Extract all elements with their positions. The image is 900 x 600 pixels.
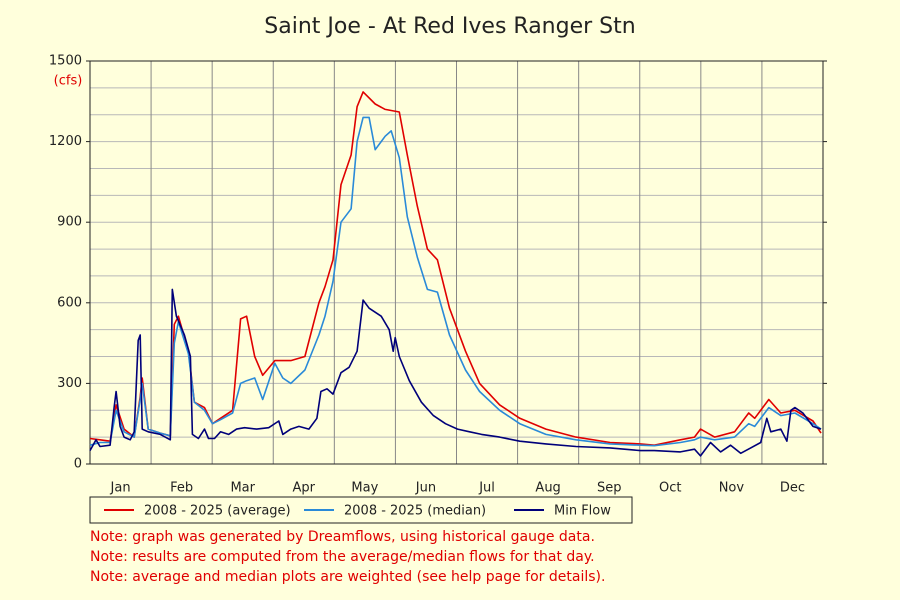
x-tick-label: May: [351, 481, 378, 496]
series-line: [89, 116, 822, 447]
x-tick-label: Jan: [110, 481, 131, 496]
x-tick-label: Sep: [597, 481, 622, 496]
y-tick-label: 0: [74, 457, 82, 472]
chart-title: Saint Joe - At Red Ives Ranger Stn: [264, 14, 635, 39]
x-tick-label: Mar: [230, 481, 255, 496]
y-tick-label: 300: [57, 376, 82, 391]
note: Note: results are computed from the aver…: [90, 549, 595, 565]
x-tick-label: Dec: [780, 481, 805, 496]
x-tick-label: Nov: [719, 481, 745, 496]
y-tick-label: 1500: [49, 54, 82, 69]
series-line: [89, 288, 822, 457]
legend-box: [89, 496, 633, 524]
legend-label: 2008 - 2025 (average): [144, 504, 291, 519]
x-tick-label: Feb: [170, 481, 193, 496]
plot-frame: [89, 60, 824, 465]
x-tick-label: Jun: [415, 481, 436, 496]
y-tick-label: 900: [57, 215, 82, 230]
legend-label: Min Flow: [554, 504, 611, 519]
x-tick-label: Jul: [478, 481, 495, 496]
x-tick-label: Apr: [293, 481, 316, 496]
y-tick-label: 1200: [49, 134, 82, 149]
x-tick-label: Oct: [659, 481, 681, 496]
note: Note: graph was generated by Dreamflows,…: [90, 529, 595, 545]
legend-label: 2008 - 2025 (median): [344, 504, 486, 519]
note: Note: average and median plots are weigh…: [90, 569, 605, 585]
y-axis-label: (cfs): [54, 74, 83, 89]
y-tick-label: 600: [57, 295, 82, 310]
x-tick-label: Aug: [535, 481, 560, 496]
